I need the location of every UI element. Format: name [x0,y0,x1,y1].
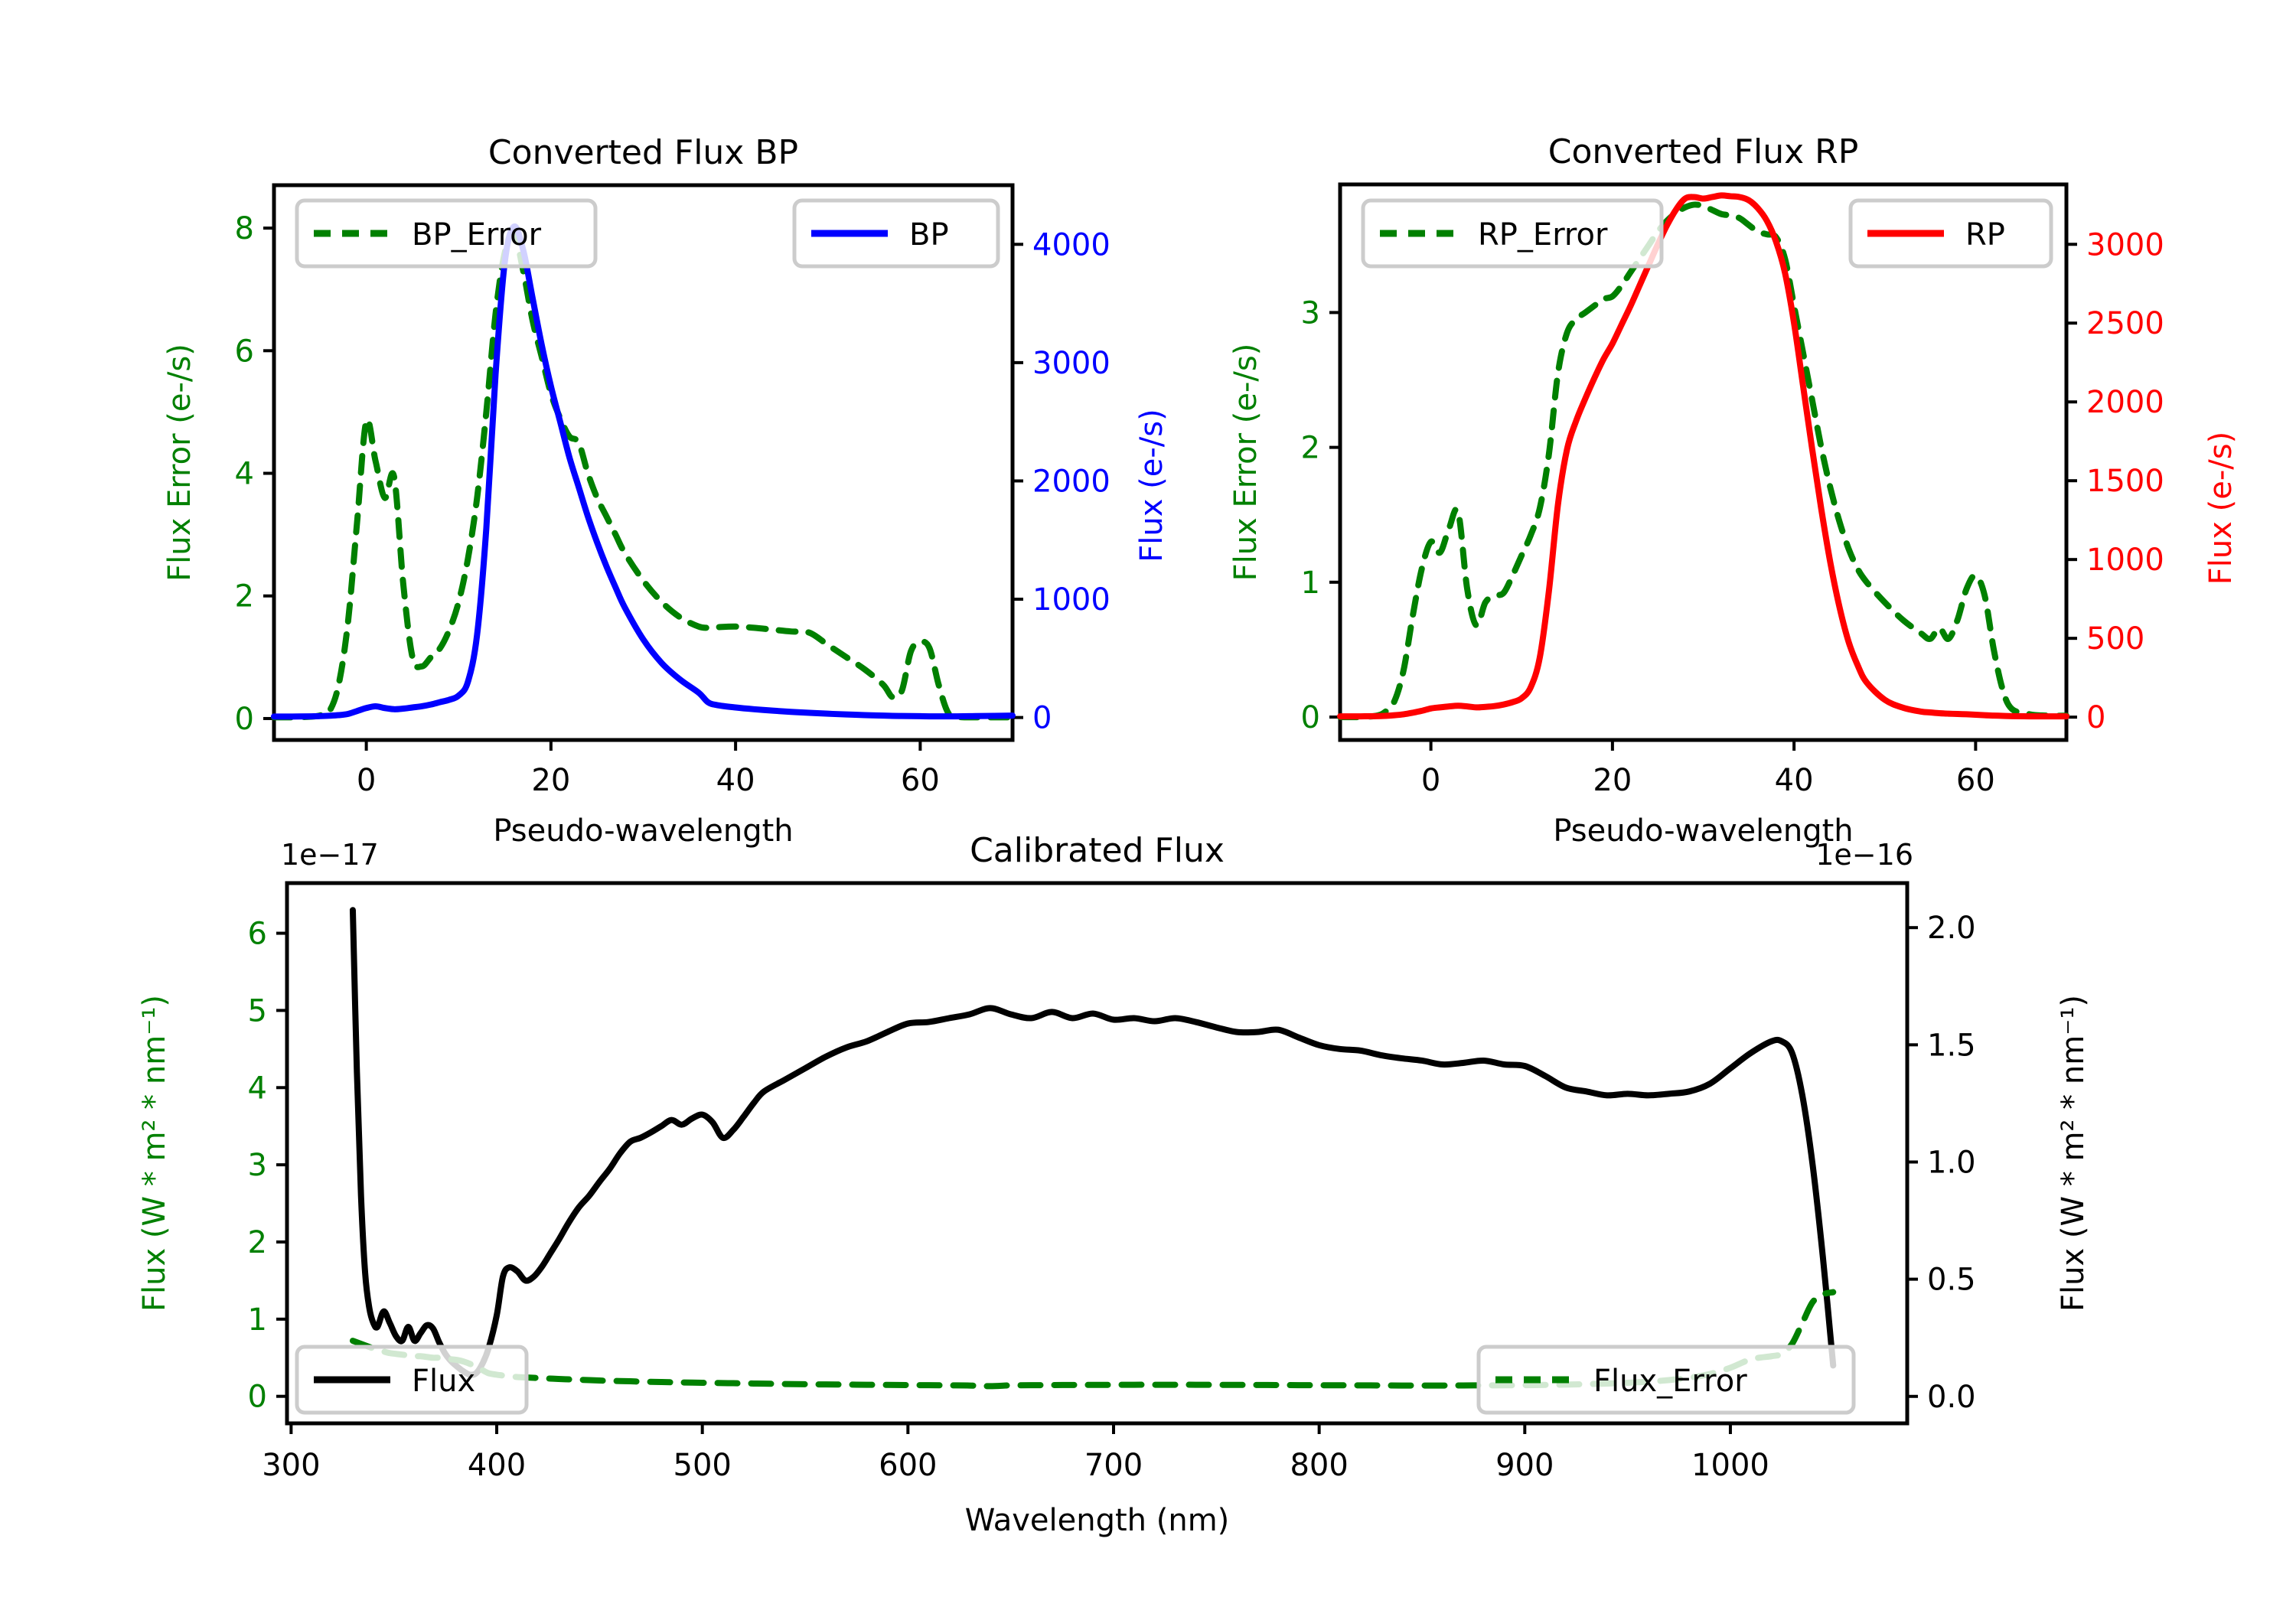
calibrated-xtick-label: 300 [262,1448,320,1483]
rp-ytick-label-left: 3 [1301,295,1320,331]
bp-ytick-label-left: 6 [235,334,254,369]
rp-ytick-label-right: 0 [2086,700,2105,735]
rp-ytick-label-right: 1000 [2086,543,2164,578]
bp-ytick-label-right: 1000 [1032,582,1110,618]
bp-xtick-label: 20 [531,763,570,798]
bp-legend-error-label: BP_Error [412,217,542,253]
calibrated-xtick-label: 800 [1290,1448,1348,1483]
rp-legend-error-label: RP_Error [1478,217,1608,253]
calibrated-panel-title: Calibrated Flux [970,831,1225,870]
calibrated-ytick-label-right: 2.0 [1927,911,1976,946]
bp-plot-frame [272,183,1015,742]
bp-series-bp [271,223,1016,720]
calibrated-series-flux [349,907,1837,1378]
bp-xtick-label: 60 [901,763,940,798]
rp-yaxis-label-left: Flux Error (e-/s) [1228,344,1264,582]
bp-ytick-label-right: 2000 [1032,464,1110,499]
rp-ytick-label-left: 0 [1301,700,1320,735]
rp-panel-title: Converted Flux RP [1548,132,1859,171]
calibrated-legend-flux-box [295,1345,529,1415]
calibrated-xaxis-label: Wavelength (nm) [965,1503,1230,1538]
calibrated-ytick-label-left: 0 [248,1380,267,1415]
bp-ytick-label-left: 4 [235,457,254,492]
calibrated-xtick-label: 400 [468,1448,526,1483]
calibrated-plot-frame [285,881,1910,1426]
calibrated-offset-left: 1e−17 [281,838,379,872]
rp-plot-frame [1338,182,2069,742]
calibrated-ytick-label-left: 1 [248,1302,267,1338]
rp-xtick-label: 20 [1593,763,1632,798]
calibrated-xtick-label: 1000 [1691,1448,1769,1483]
calibrated-ytick-label-left: 4 [248,1071,267,1106]
bp-legend-error-box [295,198,598,269]
rp-ytick-label-right: 2000 [2086,385,2164,420]
bp-xaxis-label: Pseudo-wavelength [493,813,793,849]
calibrated-ytick-label-right: 0.5 [1927,1263,1976,1298]
calibrated-ytick-label-right: 1.5 [1927,1028,1976,1063]
rp-xtick-label: 60 [1956,763,1995,798]
calibrated-legend-flux-error-box [1476,1345,1856,1415]
rp-legend-error-box [1361,198,1664,269]
bp-xtick-label: 40 [716,763,755,798]
rp-xtick-label: 0 [1421,763,1440,798]
bp-legend-flux-label: BP [909,217,949,253]
rp-xaxis-label: Pseudo-wavelength [1553,813,1853,849]
bp-panel-title: Converted Flux BP [488,133,798,172]
bp-xtick-label: 0 [357,763,376,798]
calibrated-xtick-label: 900 [1495,1448,1554,1483]
calibrated-xtick-label: 600 [879,1448,937,1483]
calibrated-ytick-label-left: 2 [248,1225,267,1260]
rp-ytick-label-right: 2500 [2086,306,2164,341]
rp-legend-flux-box [1848,198,2053,269]
calibrated-ytick-label-right: 1.0 [1927,1145,1976,1180]
calibrated-ytick-label-left: 5 [248,993,267,1028]
calibrated-legend-flux-error-label: Flux_Error [1593,1364,1747,1399]
bp-ytick-label-left: 2 [235,579,254,614]
rp-legend-flux-label: RP [1965,217,2005,253]
calibrated-ytick-label-left: 3 [248,1148,267,1183]
rp-ytick-label-right: 500 [2086,621,2144,657]
rp-ytick-label-right: 1500 [2086,464,2164,499]
rp-ytick-label-left: 2 [1301,431,1320,466]
calibrated-offset-right: 1e−16 [1815,838,1913,872]
rp-xtick-label: 40 [1775,763,1814,798]
calibrated-xtick-label: 500 [673,1448,732,1483]
bp-ytick-label-left: 8 [235,211,254,246]
calibrated-yaxis-label-left: Flux (W * m² * nm⁻¹) [137,995,172,1312]
rp-yaxis-label-right: Flux (e-/s) [2203,432,2239,585]
bp-ytick-label-left: 0 [235,702,254,737]
calibrated-xtick-label: 700 [1084,1448,1143,1483]
calibrated-ytick-label-right: 0.0 [1927,1380,1976,1415]
rp-ytick-label-left: 1 [1301,566,1320,601]
bp-legend-flux-box [792,198,1000,269]
bp-yaxis-label-left: Flux Error (e-/s) [162,344,197,582]
rp-ytick-label-right: 3000 [2086,227,2164,262]
calibrated-yaxis-label-right: Flux (W * m² * nm⁻¹) [2056,995,2091,1312]
rp-series-rp-error [1337,201,2069,721]
bp-ytick-label-right: 0 [1032,701,1052,736]
bp-ytick-label-right: 4000 [1032,227,1110,262]
bp-ytick-label-right: 3000 [1032,346,1110,381]
calibrated-ytick-label-left: 6 [248,917,267,952]
rp-series-rp [1337,192,2069,720]
bp-yaxis-label-right: Flux (e-/s) [1134,409,1169,562]
calibrated-legend-flux-label: Flux [412,1364,475,1399]
